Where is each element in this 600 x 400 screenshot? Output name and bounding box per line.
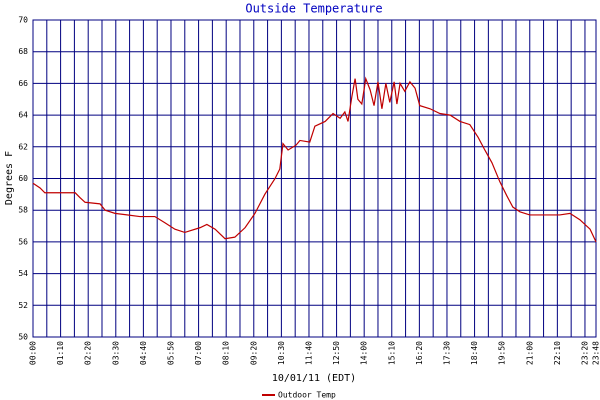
- y-tick-label: 68: [18, 47, 28, 56]
- x-tick-label: 14:00: [360, 341, 369, 365]
- x-tick-label: 04:40: [139, 341, 148, 365]
- y-tick-label: 62: [18, 142, 28, 151]
- x-tick-label: 05:50: [166, 341, 175, 365]
- y-tick-label: 58: [18, 206, 28, 215]
- x-tick-label: 11:40: [304, 341, 313, 365]
- x-tick-label: 01:10: [56, 341, 65, 365]
- x-tick-label: 10:30: [277, 341, 286, 365]
- x-tick-label: 23:48: [592, 341, 600, 365]
- chart-title: Outside Temperature: [245, 2, 382, 16]
- x-tick-label: 19:50: [498, 341, 507, 365]
- x-tick-label: 17:30: [442, 341, 451, 365]
- x-tick-label: 00:00: [29, 341, 38, 365]
- x-tick-label: 03:30: [111, 341, 120, 365]
- x-tick-label: 02:20: [84, 341, 93, 365]
- x-tick-label: 12:50: [332, 341, 341, 365]
- y-tick-label: 52: [18, 301, 28, 310]
- legend-label: Outdoor Temp: [278, 391, 336, 400]
- x-tick-label: 23:20: [580, 341, 589, 365]
- y-tick-label: 66: [18, 79, 28, 88]
- y-axis-title: Degrees F: [4, 151, 15, 205]
- x-tick-label: 21:00: [525, 341, 534, 365]
- x-tick-label: 18:40: [470, 341, 479, 365]
- y-tick-label: 60: [18, 174, 28, 183]
- x-tick-label: 09:20: [249, 341, 258, 365]
- x-tick-label: 22:10: [553, 341, 562, 365]
- x-axis-title: 10/01/11 (EDT): [272, 373, 356, 384]
- x-tick-label: 07:00: [194, 341, 203, 365]
- y-tick-label: 70: [18, 16, 28, 25]
- y-tick-label: 54: [18, 269, 28, 278]
- x-tick-label: 16:20: [415, 341, 424, 365]
- y-tick-label: 64: [18, 111, 28, 120]
- x-tick-label: 08:10: [222, 341, 231, 365]
- x-tick-label: 15:10: [387, 341, 396, 365]
- y-tick-label: 50: [18, 333, 28, 342]
- y-tick-label: 56: [18, 237, 28, 246]
- data-line: [32, 76, 597, 243]
